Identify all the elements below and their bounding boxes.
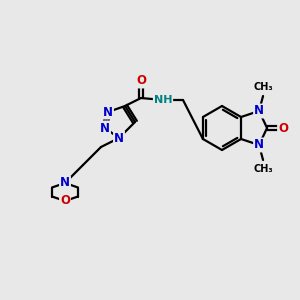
Text: O: O <box>60 194 70 208</box>
Text: N: N <box>100 122 110 134</box>
Text: CH₃: CH₃ <box>253 82 273 92</box>
Text: N: N <box>60 176 70 190</box>
Text: N: N <box>254 104 264 118</box>
Text: N: N <box>254 139 264 152</box>
Text: N: N <box>114 131 124 145</box>
Text: NH: NH <box>154 95 172 105</box>
Text: N: N <box>103 106 113 118</box>
Text: CH₃: CH₃ <box>253 164 273 174</box>
Text: O: O <box>278 122 288 134</box>
Text: O: O <box>136 74 146 88</box>
